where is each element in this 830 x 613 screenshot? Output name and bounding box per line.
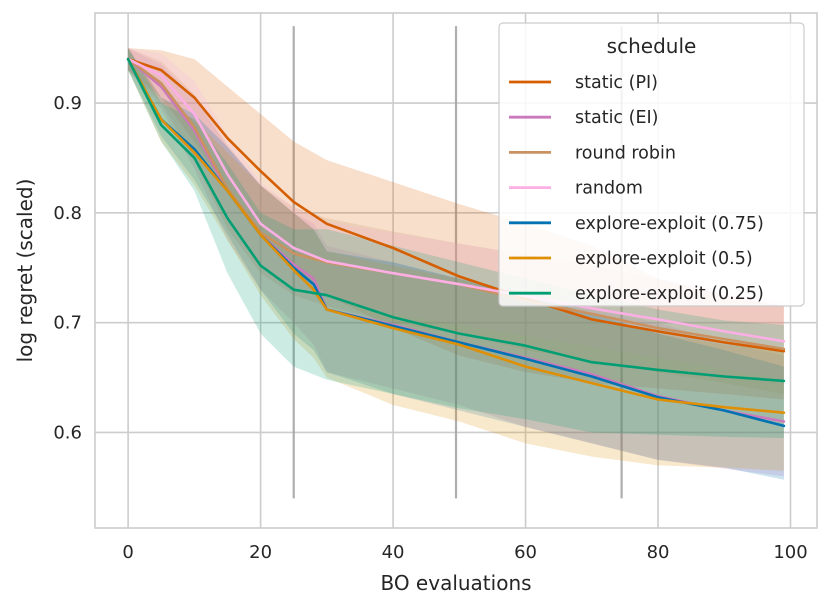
x-axis-label: BO evaluations [380,571,531,595]
series-line-7 [126,57,786,383]
legend-label: random [575,179,643,199]
legend-items: static (PI) static (EI) round robin random e… [509,73,764,304]
legend-box [498,22,805,307]
confidence-band-1 [128,48,784,400]
y-tick-label: 0.8 [53,203,82,224]
legend-title: schedule [607,34,697,58]
series-line-1 [126,57,786,353]
x-tick-label: 80 [647,542,670,563]
legend-label: round robin [575,143,676,163]
y-tick-label: 0.7 [53,313,82,334]
plot-frame [94,12,818,529]
x-tick-label: 40 [382,542,405,563]
y-tick-label: 0.9 [53,93,82,114]
y-axis-label: log regret (scaled) [13,179,37,363]
legend-label: static (EI) [575,108,658,128]
legend-label: explore-exploit (0.75) [575,214,764,234]
confidence-band-2 [128,48,784,477]
x-tick-label: 60 [514,542,537,563]
legend-label: explore-exploit (0.25) [575,284,764,304]
x-tick-label: 0 [122,542,133,563]
legend: schedule static (PI) static (EI) round rob… [498,22,805,307]
legend-label: explore-exploit (0.5) [575,249,753,269]
confidence-band-5 [128,48,784,480]
x-tick-label: 20 [249,542,272,563]
series-lines [126,57,786,428]
confidence-band-3 [128,48,784,394]
legend-label: static (PI) [575,73,658,93]
x-tick-label: 100 [773,542,807,563]
series-line-4 [126,57,786,343]
tick-labels: 0 20 40 60 80 100 0.6 0.7 0.8 0.9 [53,93,807,563]
confidence-band-7 [128,48,784,438]
y-tick-label: 0.6 [53,422,82,443]
series-line-6 [126,57,786,415]
